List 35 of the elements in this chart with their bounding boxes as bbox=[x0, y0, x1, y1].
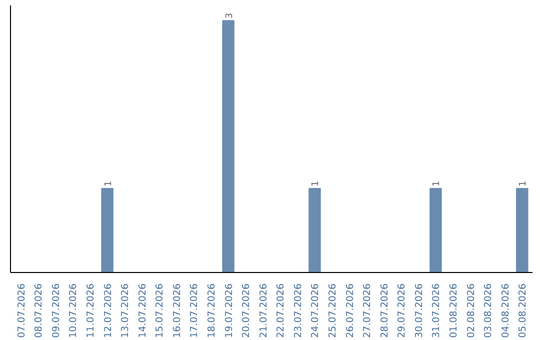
x-tick-label: 03.08.2026 bbox=[483, 283, 494, 338]
x-tick-label: 05.08.2026 bbox=[518, 283, 529, 338]
x-tick-label: 28.07.2026 bbox=[379, 283, 390, 338]
x-tick-label: 26.07.2026 bbox=[344, 283, 356, 338]
x-tick-label: 20.07.2026 bbox=[241, 283, 252, 338]
x-tick-label: 18.07.2026 bbox=[206, 283, 218, 338]
x-tick-label: 17.07.2026 bbox=[189, 283, 200, 338]
x-tick-label: 14.07.2026 bbox=[137, 283, 148, 338]
x-tick-label: 25.07.2026 bbox=[327, 283, 338, 338]
x-tick-label: 09.07.2026 bbox=[50, 283, 62, 338]
x-tick-label: 27.07.2026 bbox=[362, 283, 374, 338]
x-tick-label: 23.07.2026 bbox=[292, 283, 304, 338]
data-label: 1 bbox=[432, 180, 442, 187]
x-tick-label: 12.07.2026 bbox=[102, 283, 114, 338]
x-tick-label: 15.07.2026 bbox=[154, 283, 166, 338]
x-tick-label: 13.07.2026 bbox=[120, 283, 132, 338]
x-tick-label: 01.08.2026 bbox=[448, 283, 460, 338]
x-tick-label: 16.07.2026 bbox=[172, 283, 183, 338]
x-tick-label: 24.07.2026 bbox=[310, 283, 322, 338]
x-tick-label: 02.08.2026 bbox=[466, 283, 477, 338]
data-label: 3 bbox=[224, 12, 235, 19]
x-tick-label: 11.07.2026 bbox=[86, 283, 97, 338]
x-tick-label: 08.07.2026 bbox=[34, 283, 45, 338]
data-label: 1 bbox=[518, 180, 529, 187]
x-tick-label: 22.07.2026 bbox=[276, 283, 287, 338]
x-tick-label: 07.07.2026 bbox=[16, 283, 28, 338]
x-tick-label: 19.07.2026 bbox=[224, 283, 235, 338]
x-tick-label: 21.07.2026 bbox=[258, 283, 270, 338]
data-label: 1 bbox=[311, 180, 322, 187]
x-tick-label: 31.07.2026 bbox=[431, 283, 442, 338]
x-tick-label: 29.07.2026 bbox=[396, 283, 408, 338]
x-tick-label: 10.07.2026 bbox=[68, 283, 80, 338]
data-label: 1 bbox=[104, 180, 114, 187]
x-tick-label: 30.07.2026 bbox=[414, 283, 425, 338]
x-tick-label: 04.08.2026 bbox=[500, 283, 512, 338]
